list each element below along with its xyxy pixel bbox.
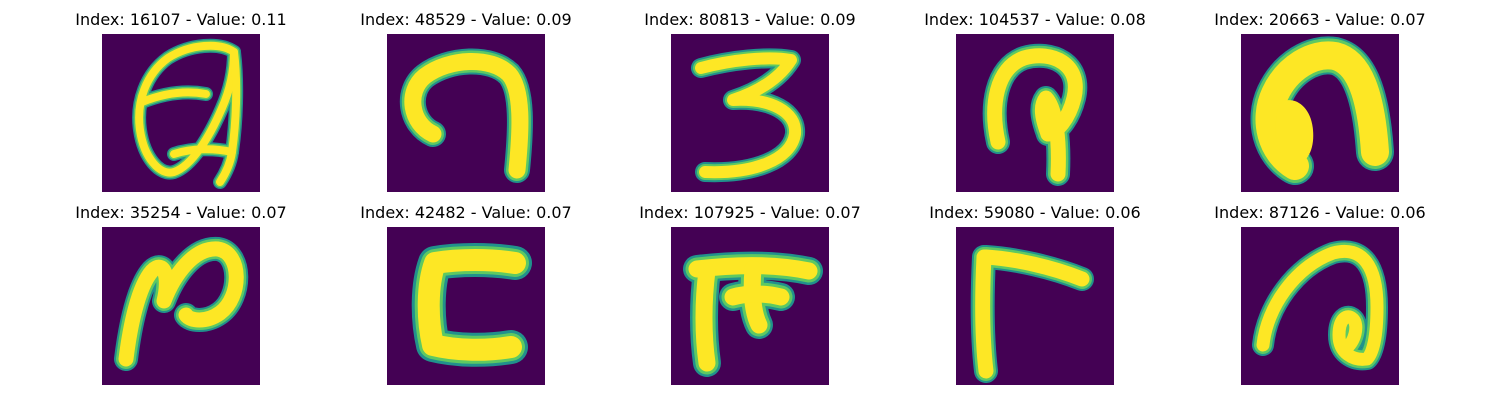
handwritten-glyph-image [956, 227, 1114, 385]
handwritten-glyph-image [387, 34, 545, 192]
handwritten-glyph-image [671, 34, 829, 192]
image-panel: Index: 35254 - Value: 0.07 [75, 204, 287, 385]
image-panel: Index: 20663 - Value: 0.07 [1214, 11, 1426, 192]
image-panel: Index: 42482 - Value: 0.07 [360, 204, 572, 385]
image-panel: Index: 104537 - Value: 0.08 [924, 11, 1146, 192]
handwritten-glyph-image [1241, 34, 1399, 192]
handwritten-glyph-image [1241, 227, 1399, 385]
image-panel: Index: 16107 - Value: 0.11 [75, 11, 287, 192]
handwritten-glyph-image [671, 227, 829, 385]
handwritten-glyph-image [387, 227, 545, 385]
handwritten-glyph-image [102, 227, 260, 385]
handwritten-glyph-image [102, 34, 260, 192]
panel-title: Index: 20663 - Value: 0.07 [1214, 10, 1426, 29]
image-panel: Index: 107925 - Value: 0.07 [639, 204, 861, 385]
panel-title: Index: 35254 - Value: 0.07 [75, 203, 287, 222]
panel-title: Index: 59080 - Value: 0.06 [929, 203, 1141, 222]
panel-title: Index: 107925 - Value: 0.07 [639, 203, 861, 222]
handwritten-glyph-image [956, 34, 1114, 192]
image-panel: Index: 59080 - Value: 0.06 [929, 204, 1141, 385]
image-panel: Index: 80813 - Value: 0.09 [644, 11, 856, 192]
panel-title: Index: 48529 - Value: 0.09 [360, 10, 572, 29]
panel-title: Index: 104537 - Value: 0.08 [924, 10, 1146, 29]
panel-title: Index: 16107 - Value: 0.11 [75, 10, 287, 29]
image-panel: Index: 48529 - Value: 0.09 [360, 11, 572, 192]
image-panel: Index: 87126 - Value: 0.06 [1214, 204, 1426, 385]
panel-title: Index: 80813 - Value: 0.09 [644, 10, 856, 29]
panel-title: Index: 87126 - Value: 0.06 [1214, 203, 1426, 222]
panel-title: Index: 42482 - Value: 0.07 [360, 203, 572, 222]
